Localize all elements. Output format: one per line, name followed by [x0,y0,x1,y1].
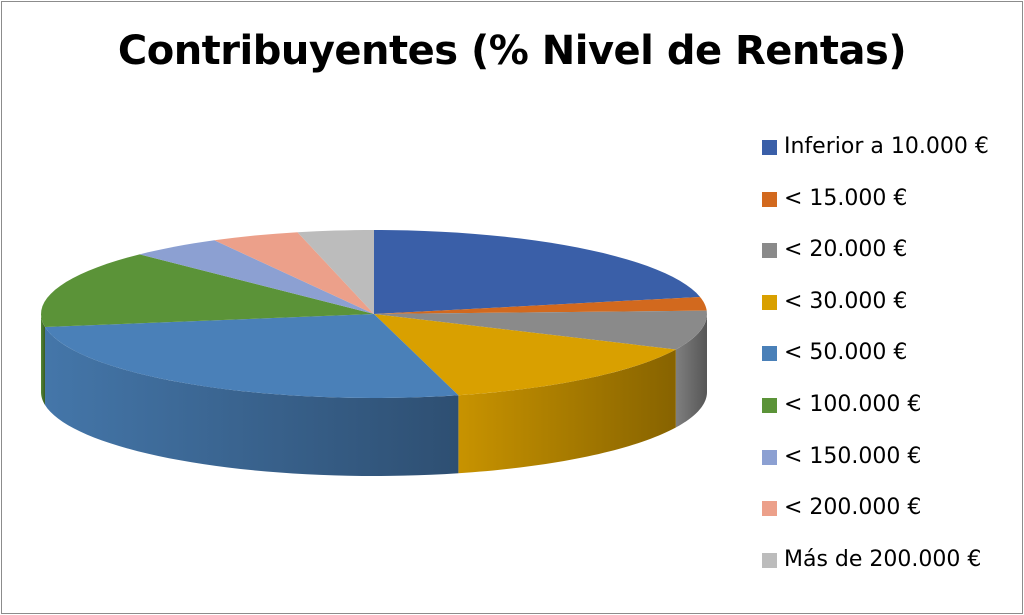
legend-swatch [762,398,777,413]
pie-slice-2 [374,310,707,350]
pie-side-2 [675,314,707,428]
legend-swatch [762,294,777,310]
pie-side-3 [458,349,676,474]
legend-label: < 20.000 € [784,237,908,263]
legend-swatch [762,501,777,517]
legend-label: Más de 200.000 € [784,546,982,572]
legend-label: < 200.000 € [784,495,922,521]
pie-slice-5 [41,254,374,328]
pie-slice-1 [374,296,707,314]
legend-swatch [762,243,777,259]
chart-title: Contribuyentes (% Nivel de Rentas) [117,28,907,74]
legend-swatch [762,552,777,568]
pie-side-5 [41,314,46,406]
legend-label: < 30.000 € [784,288,908,314]
legend-label: Inferior a 10.000 € [784,134,989,159]
pie-slice-4 [45,314,459,398]
legend-label: < 150.000 € [784,443,922,469]
pie-slice-6 [139,240,374,314]
legend-swatch [762,449,777,465]
pie-slice-0 [374,230,701,314]
legend-label: < 50.000 € [784,340,908,366]
legend-swatch [762,140,777,155]
legend-label: < 15.000 € [784,185,908,211]
pie-slice-8 [297,230,374,314]
legend-label: < 100.000 € [784,392,922,417]
pie-slice-7 [214,232,374,314]
legend-swatch [762,191,777,207]
legend-swatch [762,346,777,362]
pie-slice-3 [374,314,676,396]
pie-side-4 [45,327,459,476]
